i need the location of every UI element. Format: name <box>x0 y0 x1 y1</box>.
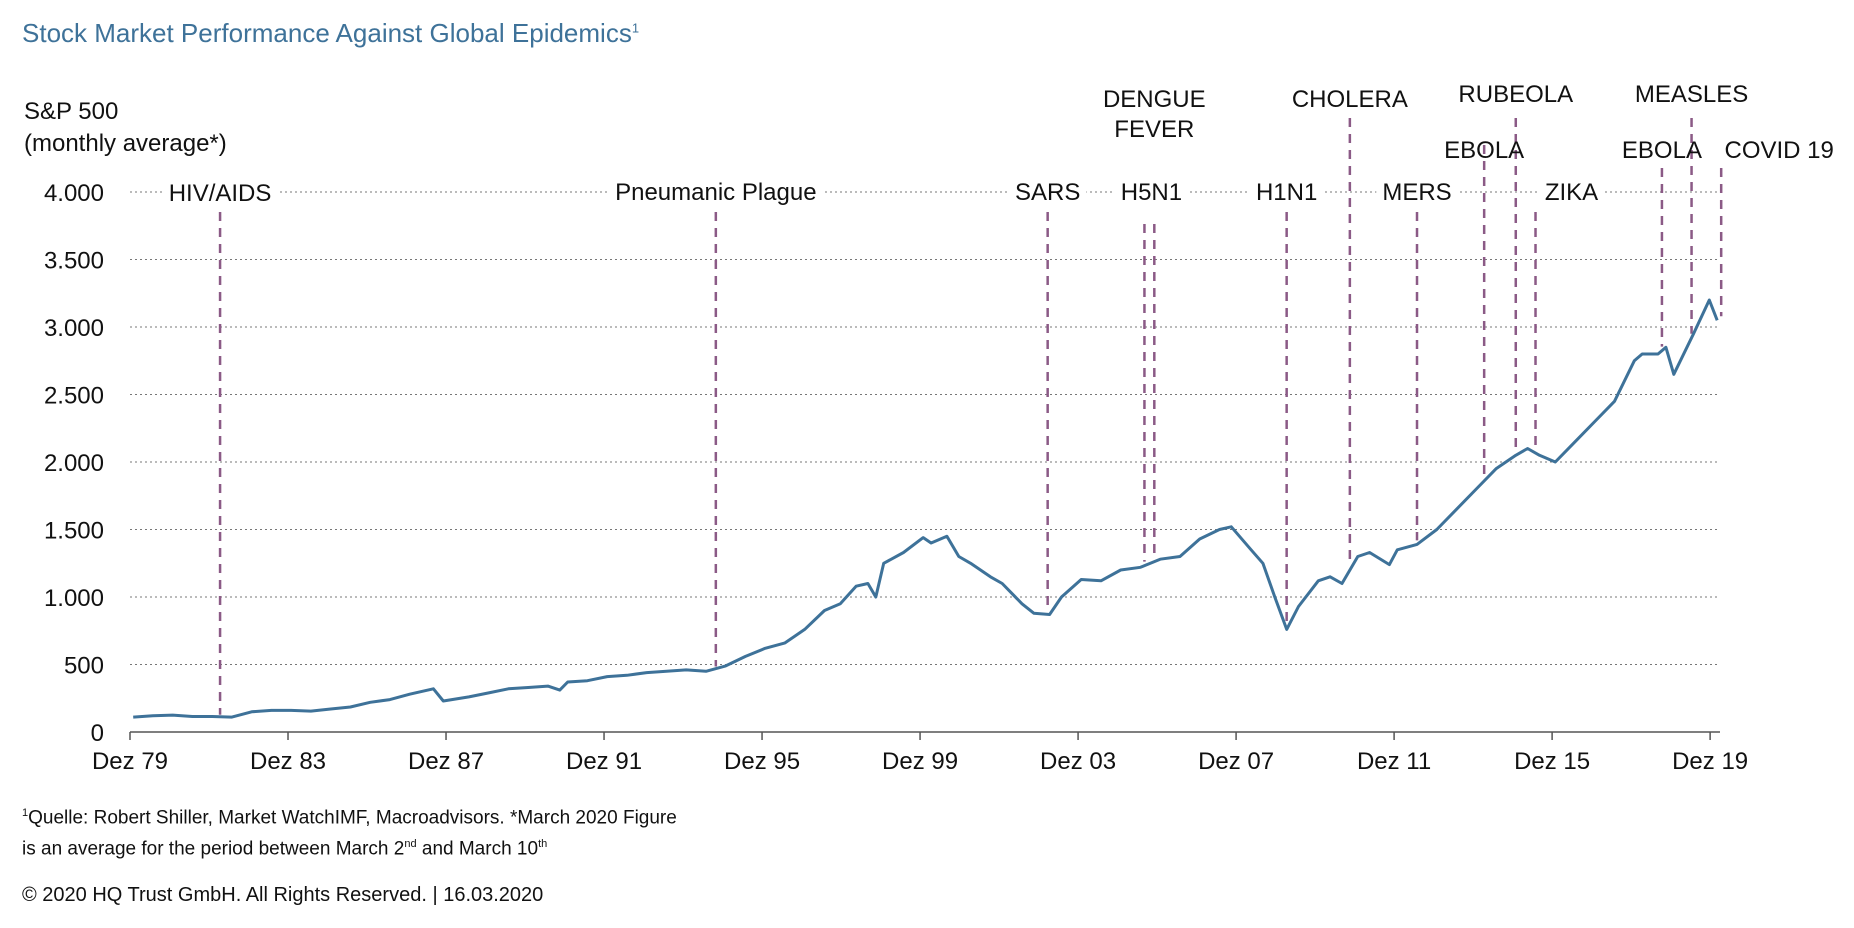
y-tick-label: 4.000 <box>44 180 104 207</box>
event-label: H1N1 <box>1256 179 1317 206</box>
event-label: EBOLA <box>1622 137 1702 164</box>
x-axis: Dez 79 Dez 83 Dez 87 Dez 91 Dez 95 Dez 99 Dez … <box>92 731 1748 775</box>
event-label: HIV/AIDS <box>169 180 272 207</box>
x-tick-label: Dez 07 <box>1198 748 1274 775</box>
x-tick-label: Dez 83 <box>250 748 326 775</box>
footnote: 1Quelle: Robert Shiller, Market WatchIMF… <box>22 807 677 860</box>
x-tick-label: Dez 87 <box>408 748 484 775</box>
event-label: H5N1 <box>1121 179 1182 206</box>
x-tick-label: Dez 99 <box>882 748 958 775</box>
event-label: CHOLERA <box>1292 86 1408 113</box>
y-tick-label: 3.500 <box>44 248 104 275</box>
event-label-bg <box>609 177 823 208</box>
event-label-bg <box>1538 177 1605 208</box>
event-label: DENGUE FEVER <box>1103 86 1206 143</box>
event-label-bg <box>1008 177 1087 208</box>
event-label-bg <box>1114 177 1189 208</box>
x-tick-label: Dez 91 <box>566 748 642 775</box>
event-labels: HIV/AIDS Pneumanic Plague SARS H5N1 DENGUE FE… <box>162 81 1834 209</box>
y-tick-labels: 0 500 1.000 1.500 2.000 2.500 3.000 3.500 4.000 <box>44 180 104 747</box>
y-tick-label: 1.000 <box>44 585 104 612</box>
event-label: MERS <box>1382 179 1451 206</box>
copyright: © 2020 HQ Trust GmbH. All Rights Reserve… <box>22 884 544 906</box>
y-tick-label: 2.500 <box>44 383 104 410</box>
event-label: SARS <box>1015 179 1080 206</box>
sp500-line <box>133 298 1719 719</box>
y-tick-label: 3.000 <box>44 315 104 342</box>
event-label-bg <box>162 178 278 209</box>
event-label-bg <box>1249 177 1324 208</box>
y-tick-label: 2.000 <box>44 450 104 477</box>
event-label: MEASLES <box>1635 81 1748 108</box>
x-tick-label: Dez 11 <box>1357 748 1431 775</box>
line-chart: Dez 79 Dez 83 Dez 87 Dez 91 Dez 95 Dez 99 Dez … <box>44 81 1834 775</box>
x-tick-label: Dez 15 <box>1514 748 1590 775</box>
x-tick-label: Dez 79 <box>92 748 168 775</box>
series-layer <box>133 298 1719 719</box>
x-tick-label: Dez 19 <box>1672 748 1748 775</box>
event-label: EBOLA <box>1444 137 1524 164</box>
event-markers <box>218 118 1723 715</box>
event-label: ZIKA <box>1545 179 1598 206</box>
y-tick-label: 0 <box>91 720 104 747</box>
event-label-bg <box>1376 177 1458 208</box>
event-label: Pneumanic Plague <box>615 179 816 206</box>
gridlines <box>130 191 1720 665</box>
chart-title: Stock Market Performance Against Global … <box>22 18 640 48</box>
x-tick-label: Dez 95 <box>724 748 800 775</box>
y-tick-label: 1.500 <box>44 518 104 545</box>
event-label: RUBEOLA <box>1458 81 1573 108</box>
y-tick-label: 500 <box>64 653 104 680</box>
x-tick-label: Dez 03 <box>1040 748 1116 775</box>
event-label: COVID 19 <box>1724 137 1833 164</box>
y-axis-label-unit: (monthly average*) <box>24 130 227 157</box>
y-axis-label: S&P 500 <box>24 98 119 125</box>
